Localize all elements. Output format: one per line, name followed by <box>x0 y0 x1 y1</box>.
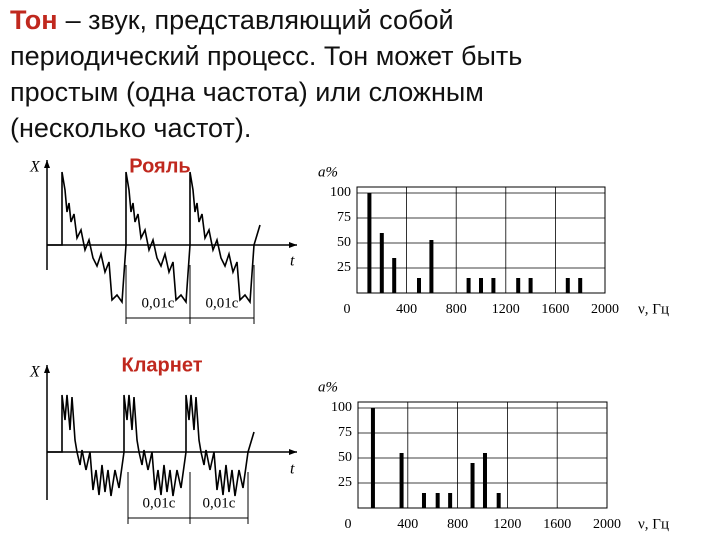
axis-label: ν, Гц <box>638 516 669 532</box>
axis-label: X <box>29 159 41 176</box>
bar <box>479 278 483 293</box>
bar <box>392 258 397 293</box>
waveform-title: Рояль <box>129 155 190 177</box>
x-tick-label: 0 <box>344 302 351 317</box>
waveform <box>47 171 261 305</box>
bar <box>565 278 570 293</box>
bar <box>528 278 533 293</box>
y-tick-label: 50 <box>338 450 352 465</box>
x-tick-label: 2000 <box>593 517 621 532</box>
y-tick-label: 100 <box>331 400 352 415</box>
axis-label: ν, Гц <box>638 301 669 317</box>
bar <box>399 453 404 508</box>
x-tick-label: 400 <box>397 517 418 532</box>
bar <box>482 453 487 508</box>
term: Тон <box>10 5 58 35</box>
arrow <box>44 365 297 455</box>
bar <box>367 193 372 293</box>
bar <box>435 493 440 508</box>
axis-label: a% <box>318 379 338 395</box>
period-label: 0,01с <box>206 295 239 311</box>
x-tick-label: 1600 <box>541 302 569 317</box>
y-tick-label: 25 <box>337 260 351 275</box>
bar <box>417 278 421 293</box>
x-tick-label: 800 <box>447 517 468 532</box>
bar <box>429 240 434 293</box>
intro-text: – звук, представляющий собой <box>65 5 454 35</box>
bar <box>516 278 521 293</box>
bar <box>379 233 384 293</box>
bar <box>496 493 501 508</box>
x-tick-label: 1200 <box>492 302 520 317</box>
bar <box>448 493 453 508</box>
axis-label: X <box>29 364 41 381</box>
bar <box>370 408 375 508</box>
y-tick-label: 25 <box>338 475 352 490</box>
waveform-title: Кларнет <box>122 354 203 376</box>
plot-frame <box>357 401 608 509</box>
intro-line: периодический процесс. Тон может быть <box>10 41 523 71</box>
x-tick-label: 400 <box>396 302 417 317</box>
bar <box>421 493 426 508</box>
period-label: 0,01с <box>142 295 175 311</box>
bar <box>491 278 496 293</box>
intro: Тон – звук, представляющий собой периодич… <box>10 2 522 146</box>
intro-line: (несколько частот). <box>10 113 252 143</box>
bar <box>578 278 583 293</box>
waveform <box>47 394 255 497</box>
intro-line: простым (одна частота) или сложным <box>10 77 484 107</box>
y-tick-label: 75 <box>338 425 352 440</box>
period-label: 0,01с <box>143 495 176 511</box>
y-tick-label: 50 <box>337 235 351 250</box>
x-tick-label: 0 <box>345 517 352 532</box>
intro-line: Тон – звук, представляющий собой <box>10 2 522 38</box>
bar <box>466 278 471 293</box>
x-tick-label: 2000 <box>591 302 619 317</box>
y-tick-label: 100 <box>330 185 351 200</box>
x-tick-label: 800 <box>446 302 467 317</box>
y-tick-label: 75 <box>337 210 351 225</box>
axis-label: a% <box>318 164 338 180</box>
x-tick-label: 1600 <box>543 517 571 532</box>
bar <box>470 463 475 508</box>
axis-label: t <box>290 461 295 478</box>
x-tick-label: 1200 <box>493 517 521 532</box>
axis-label: t <box>290 253 295 270</box>
period-label: 0,01с <box>203 495 236 511</box>
